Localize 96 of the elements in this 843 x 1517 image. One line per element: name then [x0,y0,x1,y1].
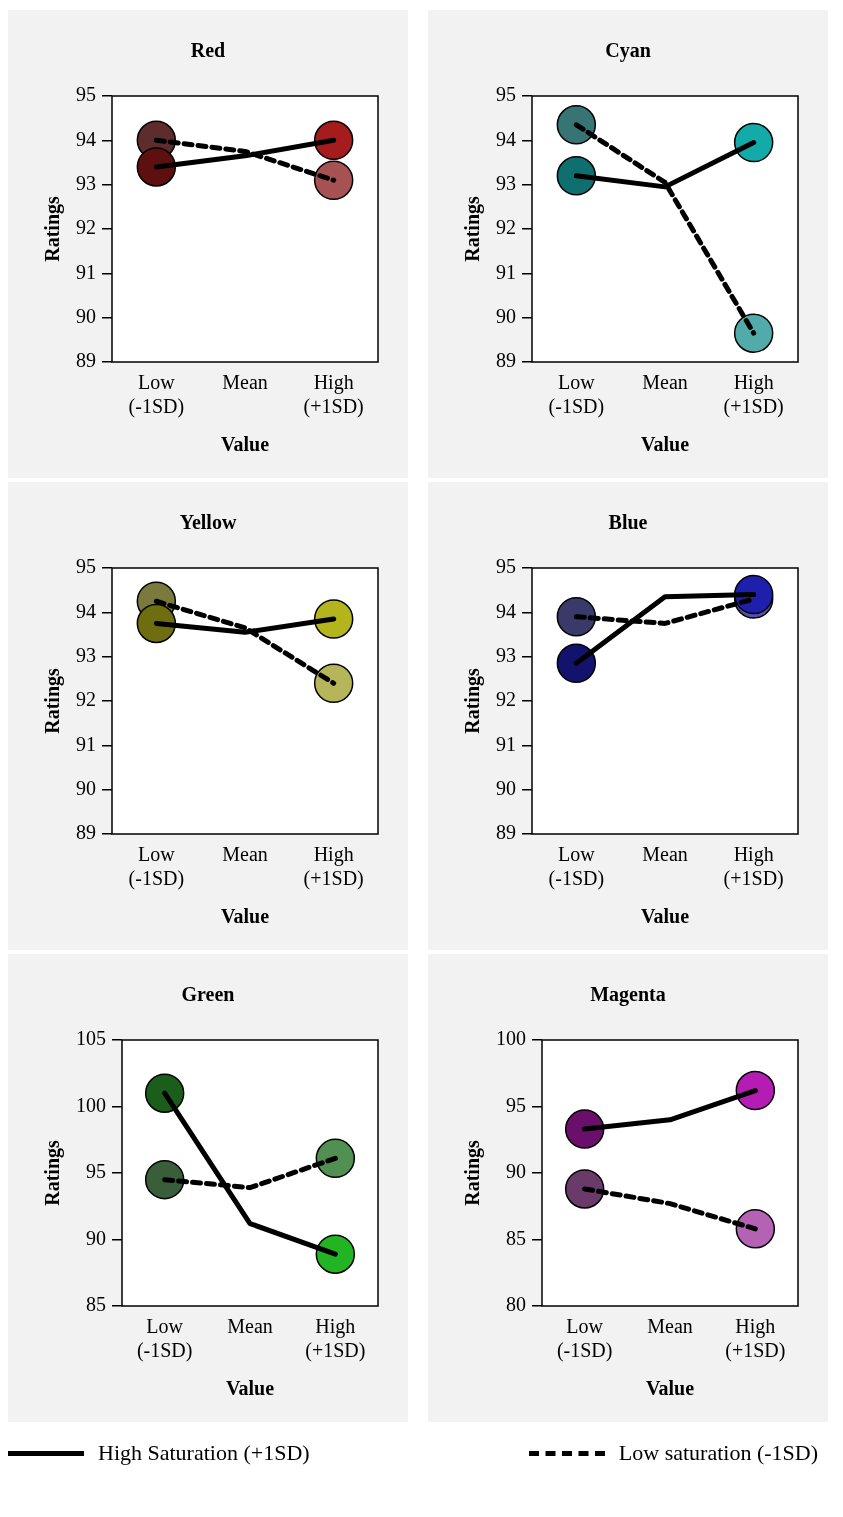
point [313,160,354,200]
y-tick-label: 93 [76,171,96,194]
x-axis-title: Value [220,433,270,456]
point [735,1209,776,1249]
x-axis-title: Value [640,905,690,928]
y-tick-label: 90 [496,304,516,327]
x-tick-label: High (+1SD) [303,371,364,419]
y-tick-label: 91 [76,732,96,755]
y-tick-label: 94 [76,127,96,150]
y-tick-label: 89 [76,821,96,844]
y-tick-label: 90 [86,1226,106,1249]
x-axis-title: Value [220,905,270,928]
point [315,1234,356,1274]
y-tick-label: 92 [496,688,516,711]
y-tick-label: 94 [496,599,516,622]
y-tick-label: 92 [496,216,516,239]
x-tick-label: High (+1SD) [303,843,364,891]
y-tick-label: 85 [506,1226,526,1249]
point [136,147,177,187]
legend-label: High Saturation (+1SD) [98,1440,310,1466]
y-tick-label: 95 [76,83,96,106]
y-tick-label: 90 [76,776,96,799]
chart-title: Magenta [590,983,666,1007]
point [733,313,774,353]
point [313,599,354,639]
y-tick-label: 95 [506,1093,526,1116]
chart-title: Red [190,39,226,62]
y-tick-label: 85 [86,1293,106,1316]
point [315,1138,356,1179]
x-tick-label: Low (-1SD) [128,371,185,419]
x-tick-label: High (+1SD) [305,1315,366,1363]
point [313,120,354,161]
y-tick-label: 95 [496,83,516,106]
y-axis-title: Ratings [461,1140,485,1206]
x-tick-label: Low (-1SD) [556,1315,613,1363]
y-tick-label: 105 [76,1027,106,1050]
x-tick-label: High (+1SD) [723,371,784,419]
y-axis-title: Ratings [461,668,485,734]
x-tick-label: Low (-1SD) [548,843,605,891]
point [564,1169,605,1209]
y-tick-label: 95 [86,1160,106,1183]
x-tick-label: Mean [222,371,268,394]
point [136,603,177,644]
y-tick-label: 90 [496,776,516,799]
x-tick-label: Low (-1SD) [128,843,185,891]
point [735,1070,776,1111]
point [144,1073,185,1113]
y-tick-label: 95 [496,555,516,578]
point [733,122,774,163]
y-tick-label: 94 [496,127,516,150]
y-tick-label: 100 [76,1093,106,1116]
x-tick-label: High (+1SD) [725,1315,786,1363]
point [144,1159,185,1200]
x-axis-title: Value [225,1377,275,1400]
chart-title: Yellow [179,511,237,534]
y-tick-label: 89 [496,349,516,372]
x-tick-label: Mean [642,371,688,394]
point [556,105,597,145]
x-axis-title: Value [640,433,690,456]
y-axis-title: Ratings [41,668,65,734]
y-tick-label: 95 [76,555,96,578]
y-tick-label: 90 [506,1160,526,1183]
y-tick-label: 80 [506,1293,526,1316]
y-tick-label: 92 [76,688,96,711]
y-tick-label: 91 [496,732,516,755]
y-axis-title: Ratings [41,1140,65,1206]
legend-label: Low saturation (-1SD) [618,1440,818,1466]
y-tick-label: 90 [76,304,96,327]
y-tick-label: 89 [76,349,96,372]
y-tick-label: 93 [496,171,516,194]
y-tick-label: 91 [76,260,96,283]
x-tick-label: Mean [227,1315,273,1338]
y-tick-label: 91 [496,260,516,283]
x-tick-label: High (+1SD) [723,843,784,891]
point [556,597,597,637]
chart-title: Blue [608,511,648,534]
x-tick-label: Mean [642,843,688,866]
y-axis-title: Ratings [41,196,65,262]
y-tick-label: 92 [76,216,96,239]
x-axis-title: Value [645,1377,695,1400]
point [556,643,597,684]
y-tick-label: 100 [496,1027,526,1050]
x-tick-label: Low (-1SD) [548,371,605,419]
y-tick-label: 89 [496,821,516,844]
point [556,156,597,196]
chart-title: Cyan [605,39,651,63]
x-tick-label: Mean [647,1315,693,1338]
x-tick-label: Low (-1SD) [136,1315,193,1363]
y-tick-label: 93 [76,643,96,666]
point [313,663,354,704]
chart-title: Green [181,983,235,1006]
y-axis-title: Ratings [461,196,485,262]
y-tick-label: 93 [496,643,516,666]
x-tick-label: Mean [222,843,268,866]
y-tick-label: 94 [76,599,96,622]
point [564,1109,605,1149]
